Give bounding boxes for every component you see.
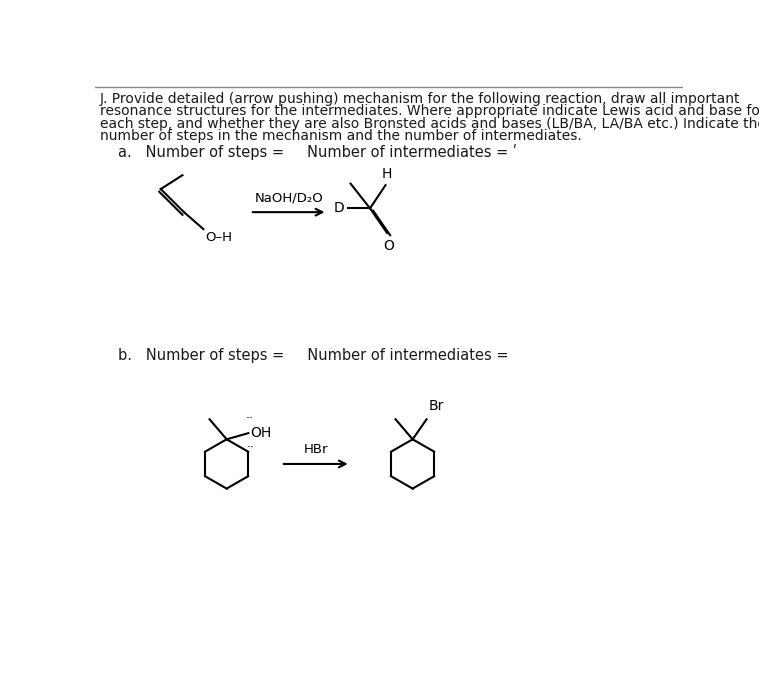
Text: resonance structures for the intermediates. Where appropriate indicate Lewis aci: resonance structures for the intermediat… (99, 104, 759, 119)
Text: ··: ·· (247, 441, 255, 454)
Text: O: O (383, 239, 394, 253)
Text: NaOH/D₂O: NaOH/D₂O (254, 191, 323, 204)
Text: each step, and whether they are also Bronsted acids and bases (LB/BA, LA/BA etc.: each step, and whether they are also Bro… (99, 117, 759, 130)
Text: Br: Br (428, 399, 443, 413)
Text: O–H: O–H (205, 230, 232, 244)
Text: HBr: HBr (304, 443, 328, 456)
Text: OH: OH (250, 426, 271, 440)
Text: J. Provide detailed (arrow pushing) mechanism for the following reaction, draw a: J. Provide detailed (arrow pushing) mech… (99, 92, 740, 106)
Text: D: D (334, 201, 345, 215)
Text: number of steps in the mechanism and the number of intermediates.: number of steps in the mechanism and the… (99, 129, 581, 143)
Text: H: H (382, 166, 392, 181)
Text: a.   Number of steps =     Number of intermediates = ʹ: a. Number of steps = Number of intermedi… (118, 144, 517, 160)
Text: ··: ·· (246, 413, 254, 426)
Text: b.   Number of steps =     Number of intermediates =: b. Number of steps = Number of intermedi… (118, 348, 509, 364)
